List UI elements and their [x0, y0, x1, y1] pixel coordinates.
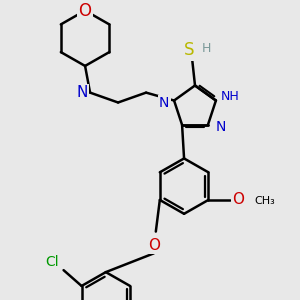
Text: NH: NH — [220, 90, 239, 103]
Text: Cl: Cl — [45, 255, 58, 269]
Text: O: O — [148, 238, 160, 253]
Text: N: N — [216, 120, 226, 134]
Text: O: O — [79, 2, 92, 20]
Text: N: N — [159, 97, 169, 110]
Text: H: H — [201, 42, 211, 56]
Text: S: S — [184, 41, 194, 59]
Text: O: O — [232, 193, 244, 208]
Text: N: N — [76, 85, 88, 100]
Text: CH₃: CH₃ — [254, 196, 275, 206]
